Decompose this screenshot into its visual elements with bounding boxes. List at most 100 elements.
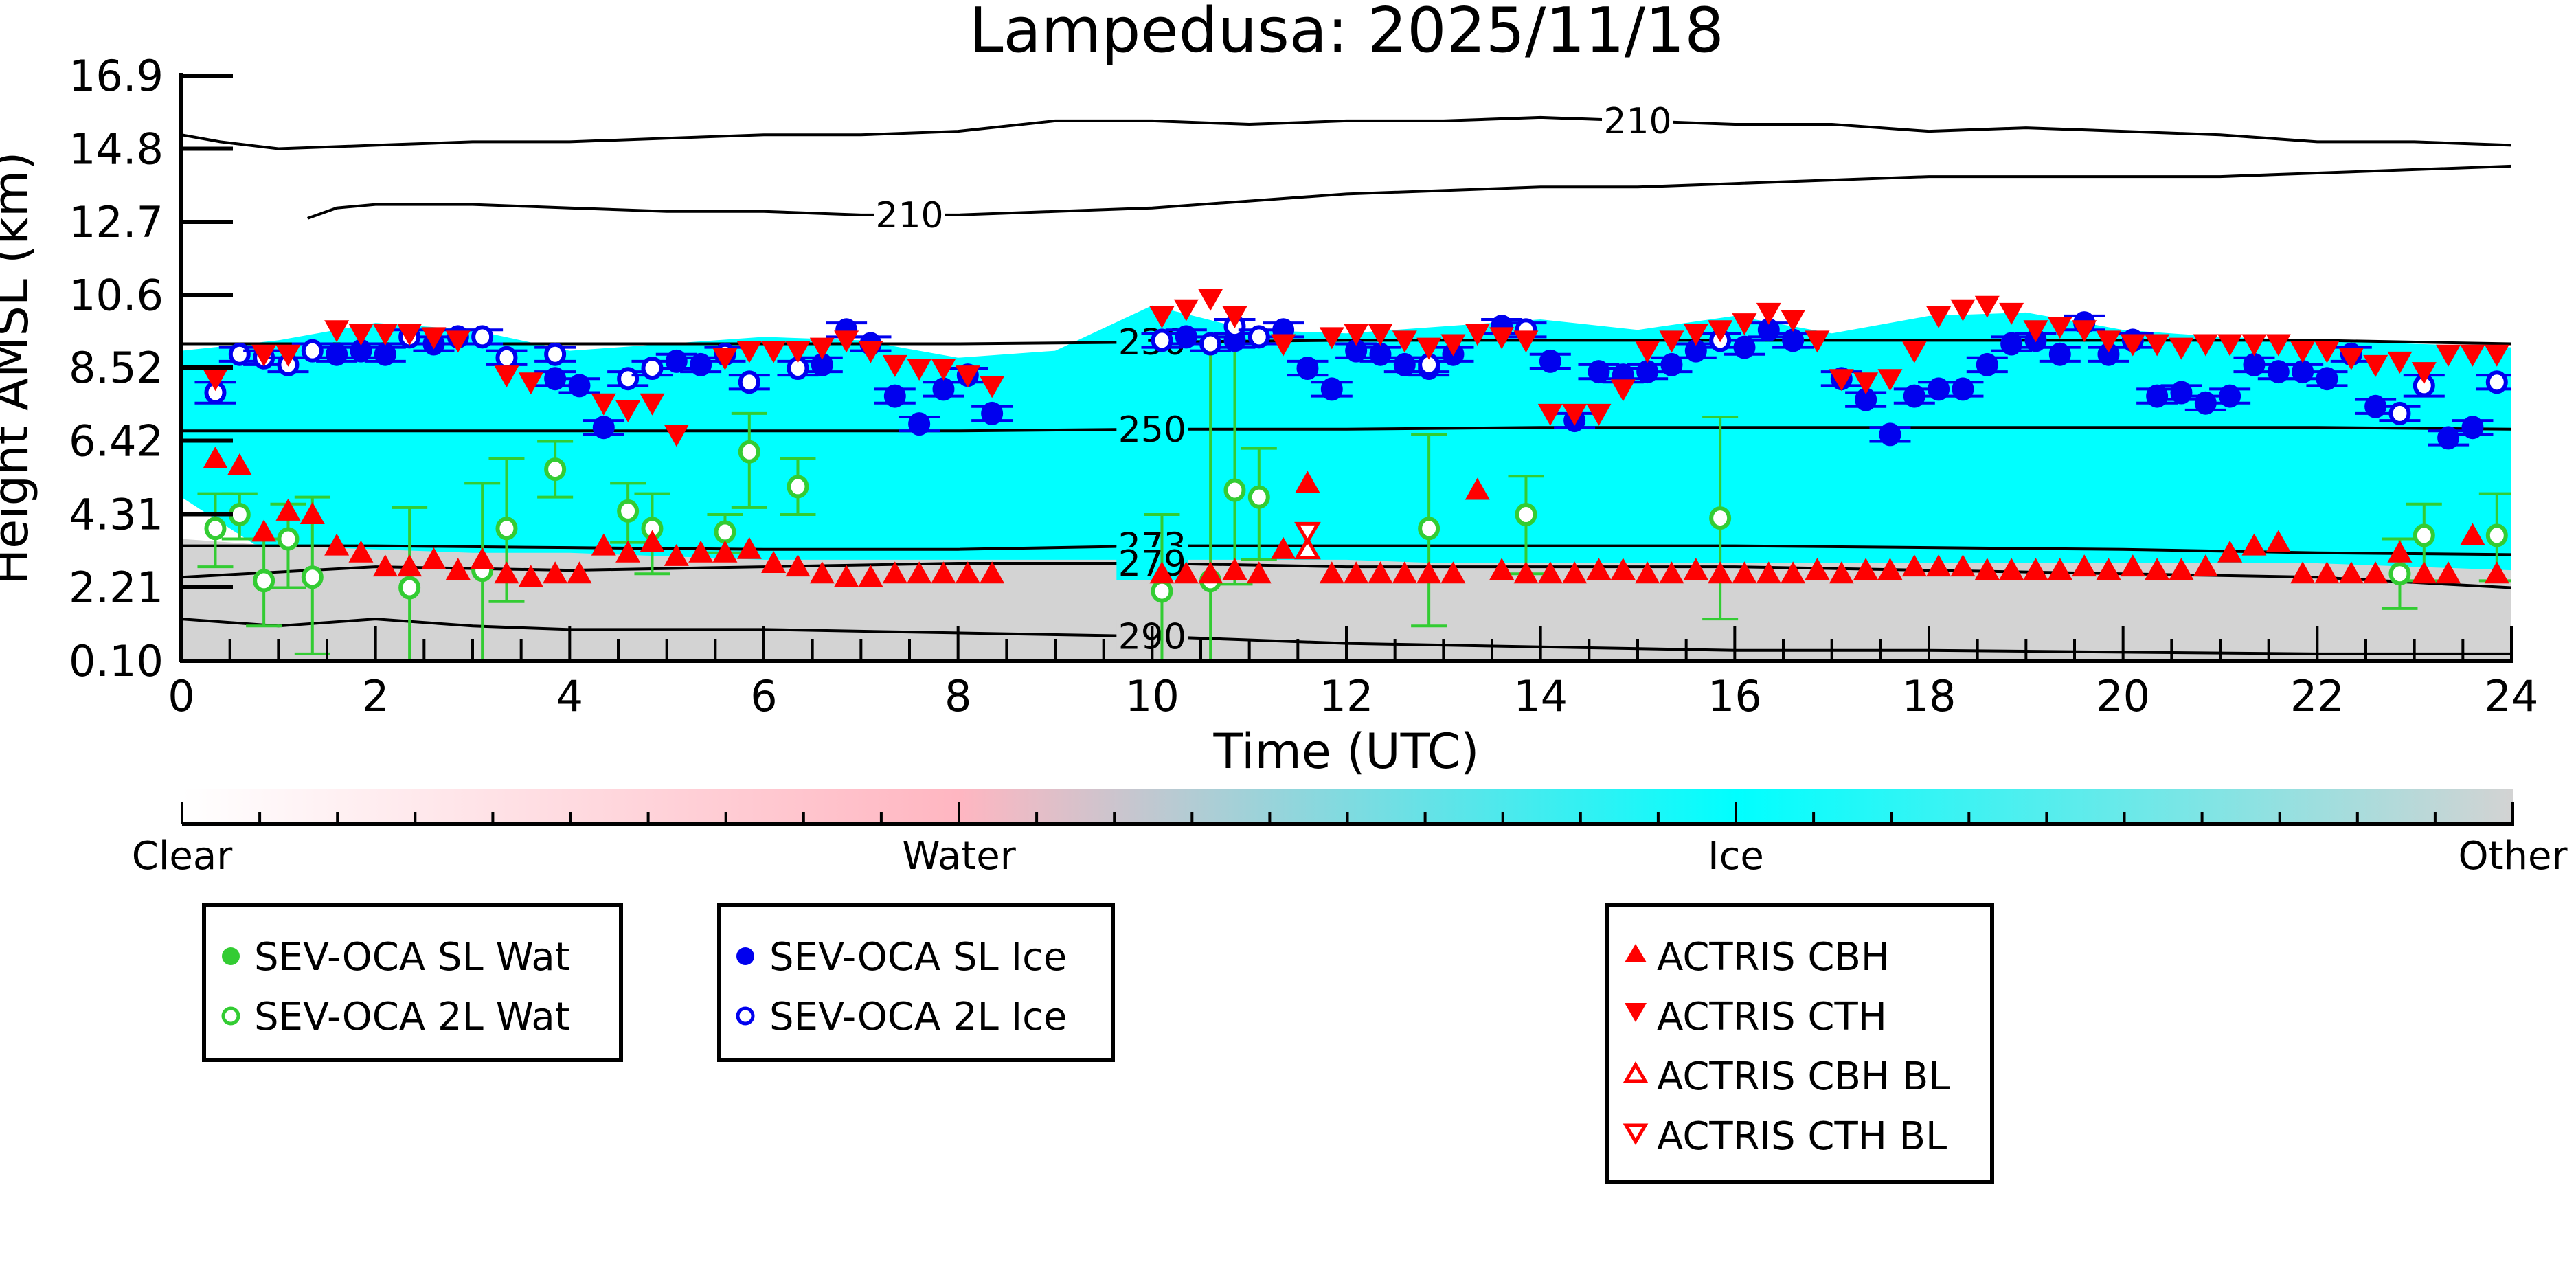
x-tick-label: 22 [2290,671,2345,721]
sev-oca-sl-ice-point [2000,332,2023,356]
sev-oca-2l-wat-point [714,520,736,544]
legend-marker-cth-bl [1623,1123,1649,1145]
actris-cbh-point [931,561,956,584]
colorbar-label-other: Other [2458,834,2568,879]
sev-oca-2l-wat-point [1223,478,1246,502]
actris-cbh-point [2169,558,2194,580]
actris-cth-point [809,337,835,360]
x-tick-label: 24 [2485,671,2539,721]
actris-cth-point [761,341,787,363]
sev-oca-sl-ice-point [374,342,396,366]
sev-oca-2l-wat-point [2413,523,2435,547]
contour-line-210 [181,115,2511,150]
actris-cth-point [1853,372,1879,395]
actris-cbh-point [2047,558,2072,580]
legend-actris: ACTRIS CBH ACTRIS CTH ACTRIS CBH BL ACTR… [1605,903,1994,1184]
sev-oca-2l-wat-point [2388,562,2411,586]
actris-cbh-point [518,565,543,587]
actris-cbh-point [1950,554,1976,577]
sev-oca-sl-ice-point [1952,377,1974,401]
sev-oca-sl-ice-point [350,339,372,363]
actris-cbh-point [2363,561,2388,584]
actris-cth-point [445,330,471,353]
actris-cbh-point [2120,554,2145,577]
actris-cth-point [1173,299,1199,321]
sev-oca-sl-ice-point [908,412,931,436]
actris-cth-point [1805,330,1830,353]
actris-cth-point [1683,324,1708,346]
sev-oca-2l-ice-point [301,339,324,363]
actris-cth-point [712,348,738,370]
x-tick-label: 18 [1902,671,1956,721]
actris-cth-point [2290,341,2316,363]
sev-oca-sl-ice-point [1855,387,1877,411]
actris-cbh-point [1974,558,2000,580]
sev-oca-2l-wat-point [544,457,567,482]
legend-label: ACTRIS CBH [1657,935,1890,980]
sev-oca-sl-ice-point [1782,328,1805,352]
actris-cbh-point [2411,561,2437,584]
actris-cth-point [640,393,665,416]
x-tick-label: 16 [1708,671,1762,721]
sev-oca-2l-wat-point [1418,517,1440,541]
ice-cloud-region [181,305,2511,578]
actris-cbh-point [1829,561,1854,584]
sev-oca-2l-wat-point [301,565,324,589]
legend-marker-cbh [1625,944,1647,962]
actris-cbh-point [1586,558,1612,580]
actris-cbh-point [1416,561,1442,584]
y-tick-label: 14.8 [69,124,163,174]
sev-oca-sl-ice-point [811,352,833,376]
sev-oca-2l-wat-point [398,576,421,600]
legend-label: SEV-OCA SL Ice [769,935,1067,980]
contour-label-bg [1116,412,1188,446]
x-ticks: 0 2 4 6 8 10 12 14 16 18 20 22 24 [168,626,2538,721]
actris-cth-point [980,376,1005,398]
actris-cth-point [2387,351,2413,374]
actris-cth-point [1708,320,1733,343]
sev-oca-sl-ice-point [1636,360,1659,384]
actris-cth-point [1610,379,1636,402]
actris-cth-point [1149,306,1175,328]
sev-oca-2l-wat-point [1151,579,1173,603]
sev-oca-2l-wat-point [787,475,809,499]
sev-oca-2l-ice-point [2485,370,2508,394]
actris-cth-point [494,365,519,388]
actris-cbh-point [2096,558,2121,580]
actris-cth-point [955,365,980,388]
actris-cbh-point [712,540,738,563]
actris-cth-point [1829,369,1854,392]
sev-oca-sl-ice-point [1345,339,1368,363]
actris-cbh-point [1368,561,1393,584]
actris-cth-point [1416,337,1442,360]
actris-cth-point [1271,334,1296,357]
sev-oca-2l-ice-point [738,370,760,394]
actris-cth-point [2120,334,2145,357]
actris-cbh-point [1440,561,1466,584]
sev-oca-2l-ice-point [1199,332,1222,356]
sev-oca-sl-ice-point [1588,360,1610,384]
actris-cbh-point [1513,561,1539,584]
sev-oca-sl-ice-point [326,342,348,366]
legend-marker-cth [1625,1003,1647,1022]
actris-cth-point [882,354,907,377]
actris-cbh-point [1271,536,1296,559]
actris-cbh-point [2314,561,2340,584]
sev-oca-2l-ice-point [228,342,251,366]
sev-oca-sl-ice-point [544,367,567,391]
colorbar-label-water: Water [902,834,1017,879]
actris-cbh-point [1708,561,1733,584]
actris-cbh-point [1173,561,1199,584]
actris-cbh-point [227,453,252,475]
actris-cbh-point [348,540,374,563]
sev-oca-sl-ice-point [2194,391,2217,415]
actris-cbh-point [1610,558,1636,580]
sev-oca-sl-ice-point [592,416,615,440]
actris-cth-point [348,324,374,346]
actris-cth-point [518,372,543,395]
sev-oca-sl-ice-point [665,349,688,373]
actris-cth-point [1222,306,1247,328]
contour-label-bg [874,198,945,231]
actris-cbh-point [372,554,398,577]
actris-cth-point [2338,348,2364,370]
